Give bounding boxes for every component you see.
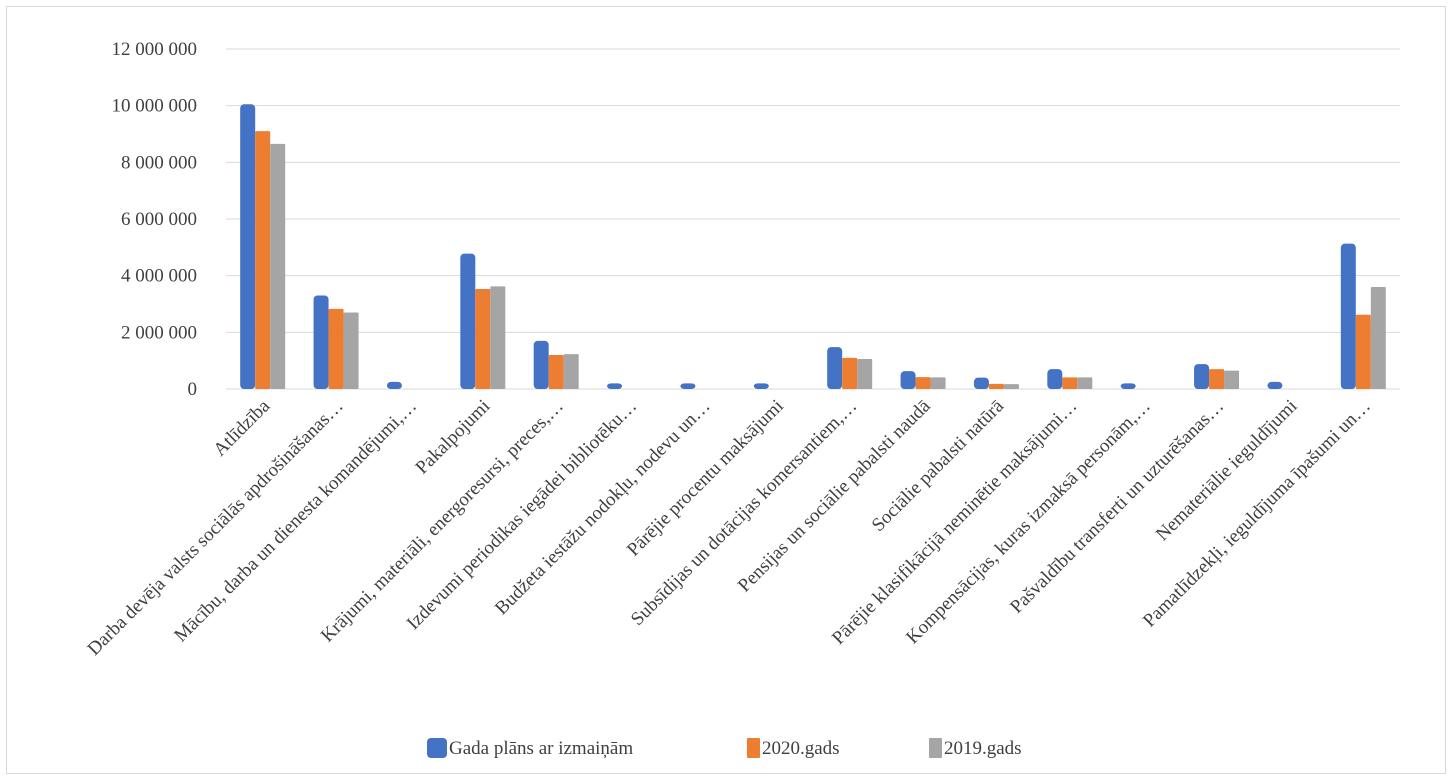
y-tick-label: 6 000 000 — [121, 209, 197, 230]
y-axis-ticks: 0 2 000 000 4 000 000 6 000 000 8 000 000 10 … — [112, 39, 198, 400]
y-tick-label: 2 000 000 — [121, 322, 197, 343]
x-tick-label: Sociālie pabalsti natūrā — [868, 395, 1009, 536]
bar — [460, 253, 476, 389]
bar — [563, 354, 579, 389]
y-tick-label: 8 000 000 — [121, 152, 197, 173]
y-tick-label: 4 000 000 — [121, 266, 197, 287]
bar — [857, 358, 873, 389]
y-tick-label: 10 000 000 — [112, 96, 198, 117]
bar — [1355, 314, 1371, 389]
x-tick-label: Atlīdzība — [209, 395, 274, 460]
bar — [1003, 384, 1019, 389]
bar — [1120, 383, 1136, 389]
bar — [490, 286, 506, 389]
legend-swatch — [929, 738, 942, 758]
bar — [1047, 369, 1063, 389]
bar — [255, 131, 271, 389]
bar — [842, 357, 858, 389]
legend-swatch — [747, 738, 760, 758]
bar — [475, 288, 491, 389]
bar — [240, 104, 256, 389]
bar — [313, 295, 329, 389]
bar — [900, 371, 916, 389]
bar — [533, 340, 549, 389]
bar — [915, 377, 931, 389]
x-tick-label: Darba devēja valsts sociālās apdrošināša… — [84, 396, 348, 660]
bar — [328, 308, 344, 389]
chart-frame: 0 2 000 000 4 000 000 6 000 000 8 000 000 10 … — [6, 6, 1446, 774]
y-tick-label: 0 — [188, 379, 198, 400]
bar-chart: 0 2 000 000 4 000 000 6 000 000 8 000 000 10 … — [84, 39, 1400, 759]
bar — [1224, 370, 1240, 389]
bar — [1370, 287, 1386, 389]
legend-label: 2020.gads — [762, 738, 840, 759]
bar — [607, 383, 623, 389]
bar — [827, 347, 843, 389]
bar — [1267, 381, 1283, 389]
bar — [1340, 243, 1356, 389]
bar — [1209, 369, 1225, 389]
bar — [386, 381, 402, 389]
bar — [753, 383, 769, 389]
bar — [930, 377, 946, 389]
bar — [270, 143, 286, 389]
bar — [680, 383, 696, 389]
legend-label: 2019.gads — [944, 738, 1022, 759]
x-tick-label: Nemateriālie ieguldījumi — [1152, 396, 1302, 546]
gridlines — [226, 48, 1400, 390]
legend-swatch — [427, 738, 447, 758]
legend-label: Gada plāns ar izmaiņām — [449, 738, 633, 759]
bar — [548, 355, 564, 389]
bar — [1194, 364, 1210, 389]
bar — [973, 377, 989, 389]
y-tick-label: 12 000 000 — [112, 39, 198, 60]
bar — [1062, 377, 1078, 389]
legend: Gada plāns ar izmaiņām 2020.gads 2019.gads — [427, 738, 1022, 759]
bars — [240, 104, 1386, 389]
bar — [343, 312, 359, 389]
bar — [1077, 377, 1093, 389]
bar — [988, 383, 1004, 389]
